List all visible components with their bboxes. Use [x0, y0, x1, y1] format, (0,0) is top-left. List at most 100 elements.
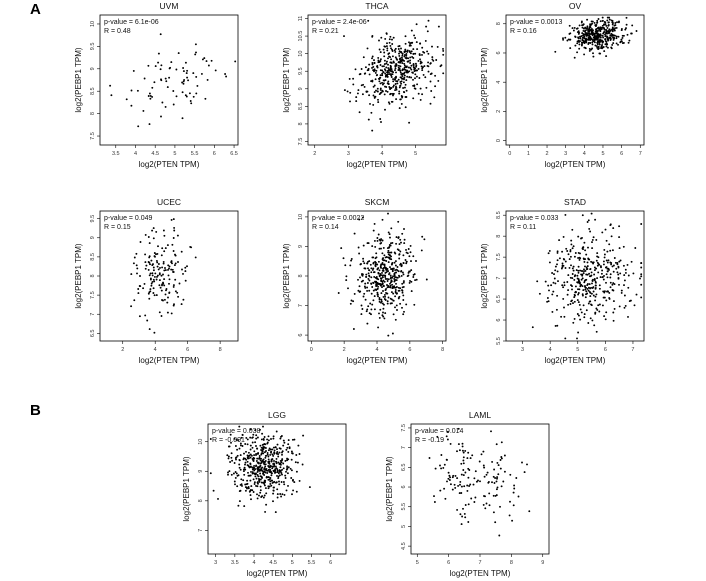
data-point	[588, 49, 591, 52]
data-point	[168, 278, 171, 281]
data-point	[383, 254, 386, 257]
data-point	[386, 247, 389, 250]
data-point	[640, 275, 643, 278]
data-point	[250, 498, 252, 501]
data-point	[162, 260, 165, 263]
data-point	[389, 284, 392, 287]
data-point	[253, 481, 256, 484]
data-point	[235, 438, 238, 441]
data-point	[159, 33, 162, 36]
x-tick-label: 7	[639, 151, 642, 157]
data-point	[404, 42, 407, 45]
data-point	[592, 294, 595, 297]
data-point	[375, 256, 378, 259]
data-point	[598, 52, 601, 55]
data-point	[408, 76, 411, 79]
data-point	[624, 304, 627, 307]
data-point	[249, 479, 252, 482]
data-point	[615, 35, 618, 38]
data-point	[364, 298, 367, 301]
data-point	[536, 280, 539, 283]
data-point	[546, 297, 549, 299]
data-point	[576, 337, 578, 340]
data-point	[164, 293, 167, 296]
data-point	[377, 59, 380, 62]
data-point	[264, 510, 267, 513]
data-point	[371, 303, 374, 306]
data-point	[588, 258, 591, 261]
data-point	[567, 253, 570, 256]
data-point	[405, 260, 408, 263]
data-point	[155, 278, 158, 281]
data-point	[249, 463, 252, 466]
data-point	[595, 23, 598, 26]
data-point	[461, 515, 464, 518]
data-point	[585, 266, 588, 269]
data-point	[392, 313, 395, 316]
data-point	[262, 425, 264, 428]
data-point	[235, 472, 238, 475]
data-point	[402, 273, 405, 276]
data-point	[350, 259, 353, 262]
data-point	[394, 260, 397, 263]
data-point	[562, 38, 565, 41]
data-point	[363, 85, 366, 88]
x-tick-label: 5.5	[191, 151, 199, 157]
data-point	[142, 109, 145, 112]
data-point	[384, 108, 386, 111]
data-point	[267, 476, 270, 479]
data-point	[147, 236, 150, 238]
data-point	[616, 263, 619, 266]
data-point	[449, 476, 452, 479]
data-point	[394, 318, 397, 321]
data-point	[556, 250, 559, 253]
data-point	[389, 44, 392, 47]
data-point	[462, 474, 465, 477]
data-point	[496, 477, 498, 480]
data-point	[388, 257, 391, 260]
x-tick-label: 4	[134, 151, 137, 157]
data-point	[138, 315, 141, 318]
data-point	[286, 465, 289, 468]
data-point	[261, 460, 264, 463]
data-point	[552, 281, 555, 284]
data-point	[359, 290, 362, 293]
data-point	[135, 264, 138, 267]
data-point	[181, 91, 184, 94]
data-point	[601, 16, 604, 19]
data-point	[373, 68, 376, 71]
data-point	[602, 36, 605, 39]
data-point	[409, 279, 411, 282]
data-point	[596, 19, 599, 22]
data-point	[378, 316, 381, 319]
data-point	[184, 266, 187, 269]
data-point	[234, 60, 237, 63]
data-point	[409, 52, 412, 55]
data-point	[364, 286, 367, 289]
data-point	[371, 62, 374, 64]
data-point	[484, 495, 486, 498]
data-point	[387, 101, 390, 104]
data-point	[606, 276, 609, 279]
data-point	[429, 80, 432, 83]
data-point	[604, 35, 607, 38]
data-point	[402, 313, 405, 316]
data-point	[375, 74, 378, 77]
x-tick-label: 7	[478, 560, 481, 566]
data-point	[280, 461, 283, 464]
data-point	[605, 55, 608, 58]
data-point	[389, 282, 391, 285]
data-point	[164, 247, 167, 250]
data-point	[566, 293, 569, 296]
data-point	[404, 50, 407, 53]
x-tick-label: 7	[631, 347, 634, 353]
data-point	[403, 310, 405, 313]
data-point	[265, 450, 267, 452]
data-point	[387, 249, 390, 252]
data-point	[147, 268, 150, 271]
data-point	[588, 300, 591, 303]
data-point	[265, 476, 268, 479]
data-point	[279, 447, 282, 450]
data-point	[400, 264, 403, 267]
data-point	[605, 40, 608, 43]
